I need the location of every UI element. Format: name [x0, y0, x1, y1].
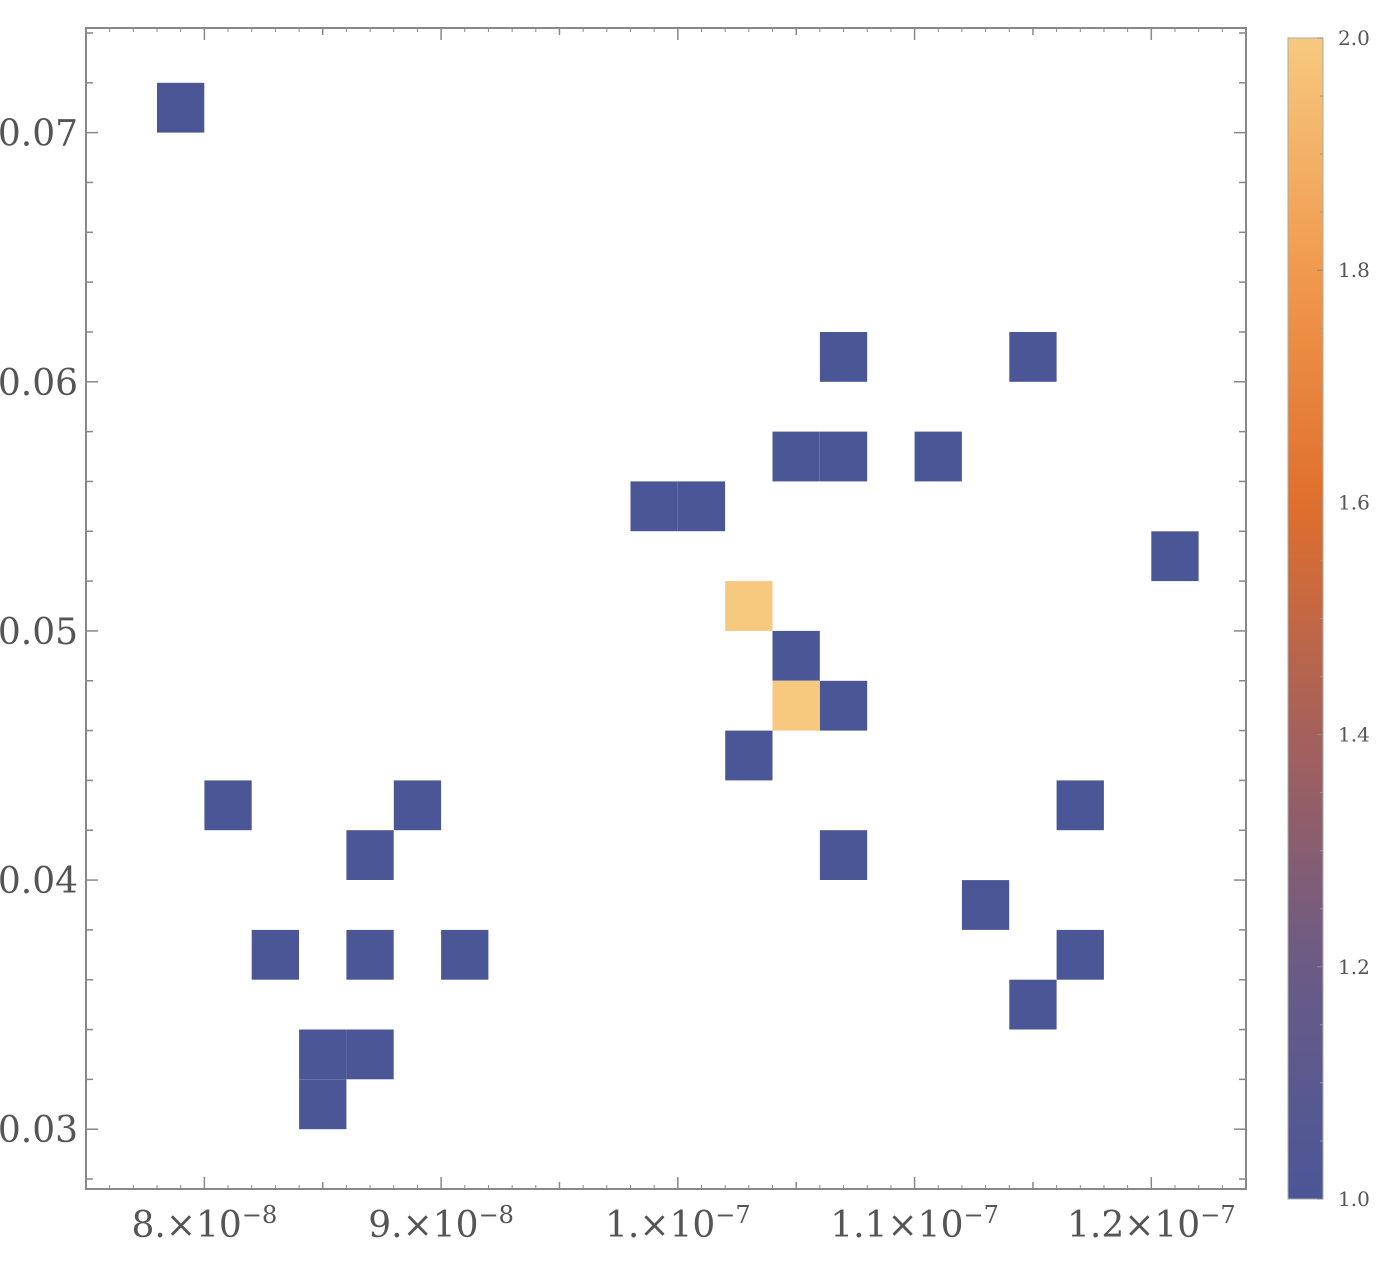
colorbar: 1.0 1.2 1.4 1.6 1.8 2.0	[1287, 26, 1370, 1211]
heatmap-cell	[204, 780, 252, 831]
x-tick-label: 1.2×10−7	[1067, 1201, 1236, 1246]
x-tick-label: 1.1×10−7	[830, 1201, 999, 1246]
x-tick-mantissa: 8.×10	[132, 1205, 242, 1246]
colorbar-tick-label: 1.4	[1338, 723, 1370, 747]
heatmap-cell	[725, 730, 773, 781]
y-tick-label: 0.03	[0, 1110, 78, 1151]
heatmap-cell	[299, 1079, 347, 1130]
heatmap-cell	[819, 332, 868, 382]
heatmap-cell	[961, 880, 1010, 930]
x-tick-label: 9.×10−8	[368, 1201, 514, 1246]
x-tick-exponent: −7	[1200, 1201, 1235, 1229]
heatmap-cell	[299, 1029, 347, 1080]
colorbar-tick-label: 1.2	[1338, 955, 1370, 979]
heatmap-cell	[914, 431, 962, 482]
x-tick-mantissa: 1.1×10	[830, 1205, 963, 1246]
x-tick-exponent: −8	[242, 1201, 277, 1229]
heatmap-cell	[251, 929, 299, 980]
colorbar-tick-label: 1.6	[1338, 490, 1370, 514]
heatmap-cell	[1009, 979, 1057, 1030]
heatmap-cell	[441, 929, 489, 980]
x-tick-mantissa: 9.×10	[368, 1205, 478, 1246]
y-tick-label: 0.07	[0, 114, 78, 155]
heatmap-cell	[819, 830, 868, 880]
heatmap-cell	[725, 581, 773, 631]
heatmap-cell	[819, 431, 868, 482]
colorbar-bar	[1287, 37, 1324, 1200]
heatmap-cell	[1151, 531, 1199, 582]
x-tick-exponent: −7	[715, 1201, 750, 1229]
colorbar-tick-label: 1.8	[1338, 258, 1370, 282]
colorbar-tick-label: 1.0	[1338, 1187, 1370, 1211]
heatmap-cell	[772, 630, 820, 681]
heatmap-cell	[819, 680, 868, 731]
heatmap-cell	[630, 481, 678, 532]
colorbar-tick-label: 2.0	[1338, 26, 1370, 50]
x-tick-label: 1.×10−7	[605, 1201, 751, 1246]
heatmap-cell	[346, 830, 394, 880]
y-tick-label: 0.06	[0, 363, 78, 404]
x-tick-mantissa: 1.2×10	[1067, 1205, 1200, 1246]
plot-frame	[85, 27, 1247, 1190]
x-tick-exponent: −7	[963, 1201, 998, 1229]
x-tick-label: 8.×10−8	[132, 1201, 278, 1246]
heatmap-cell	[1056, 780, 1104, 831]
x-tick-exponent: −8	[479, 1201, 514, 1229]
heatmap-cell	[393, 780, 442, 831]
heatmap-cell	[346, 929, 394, 980]
x-tick-mantissa: 1.×10	[605, 1205, 715, 1246]
axis-ticks	[85, 28, 1246, 1189]
axis-tick-labels: 8.×10−8 9.×10−8 1.×10−7 1.1×10−7 1.2×10−70.0…	[0, 114, 1236, 1246]
heatmap-cell	[677, 481, 726, 532]
heatmap-cells	[157, 82, 1199, 1130]
heatmap-cell	[346, 1029, 394, 1080]
heatmap-cell	[772, 680, 820, 731]
y-tick-label: 0.05	[0, 612, 78, 653]
y-tick-label: 0.04	[0, 861, 78, 902]
heatmap-cell	[157, 82, 205, 133]
heatmap-cell	[1009, 332, 1057, 382]
heatmap-cell	[772, 431, 820, 482]
heatmap-cell	[1056, 929, 1104, 980]
